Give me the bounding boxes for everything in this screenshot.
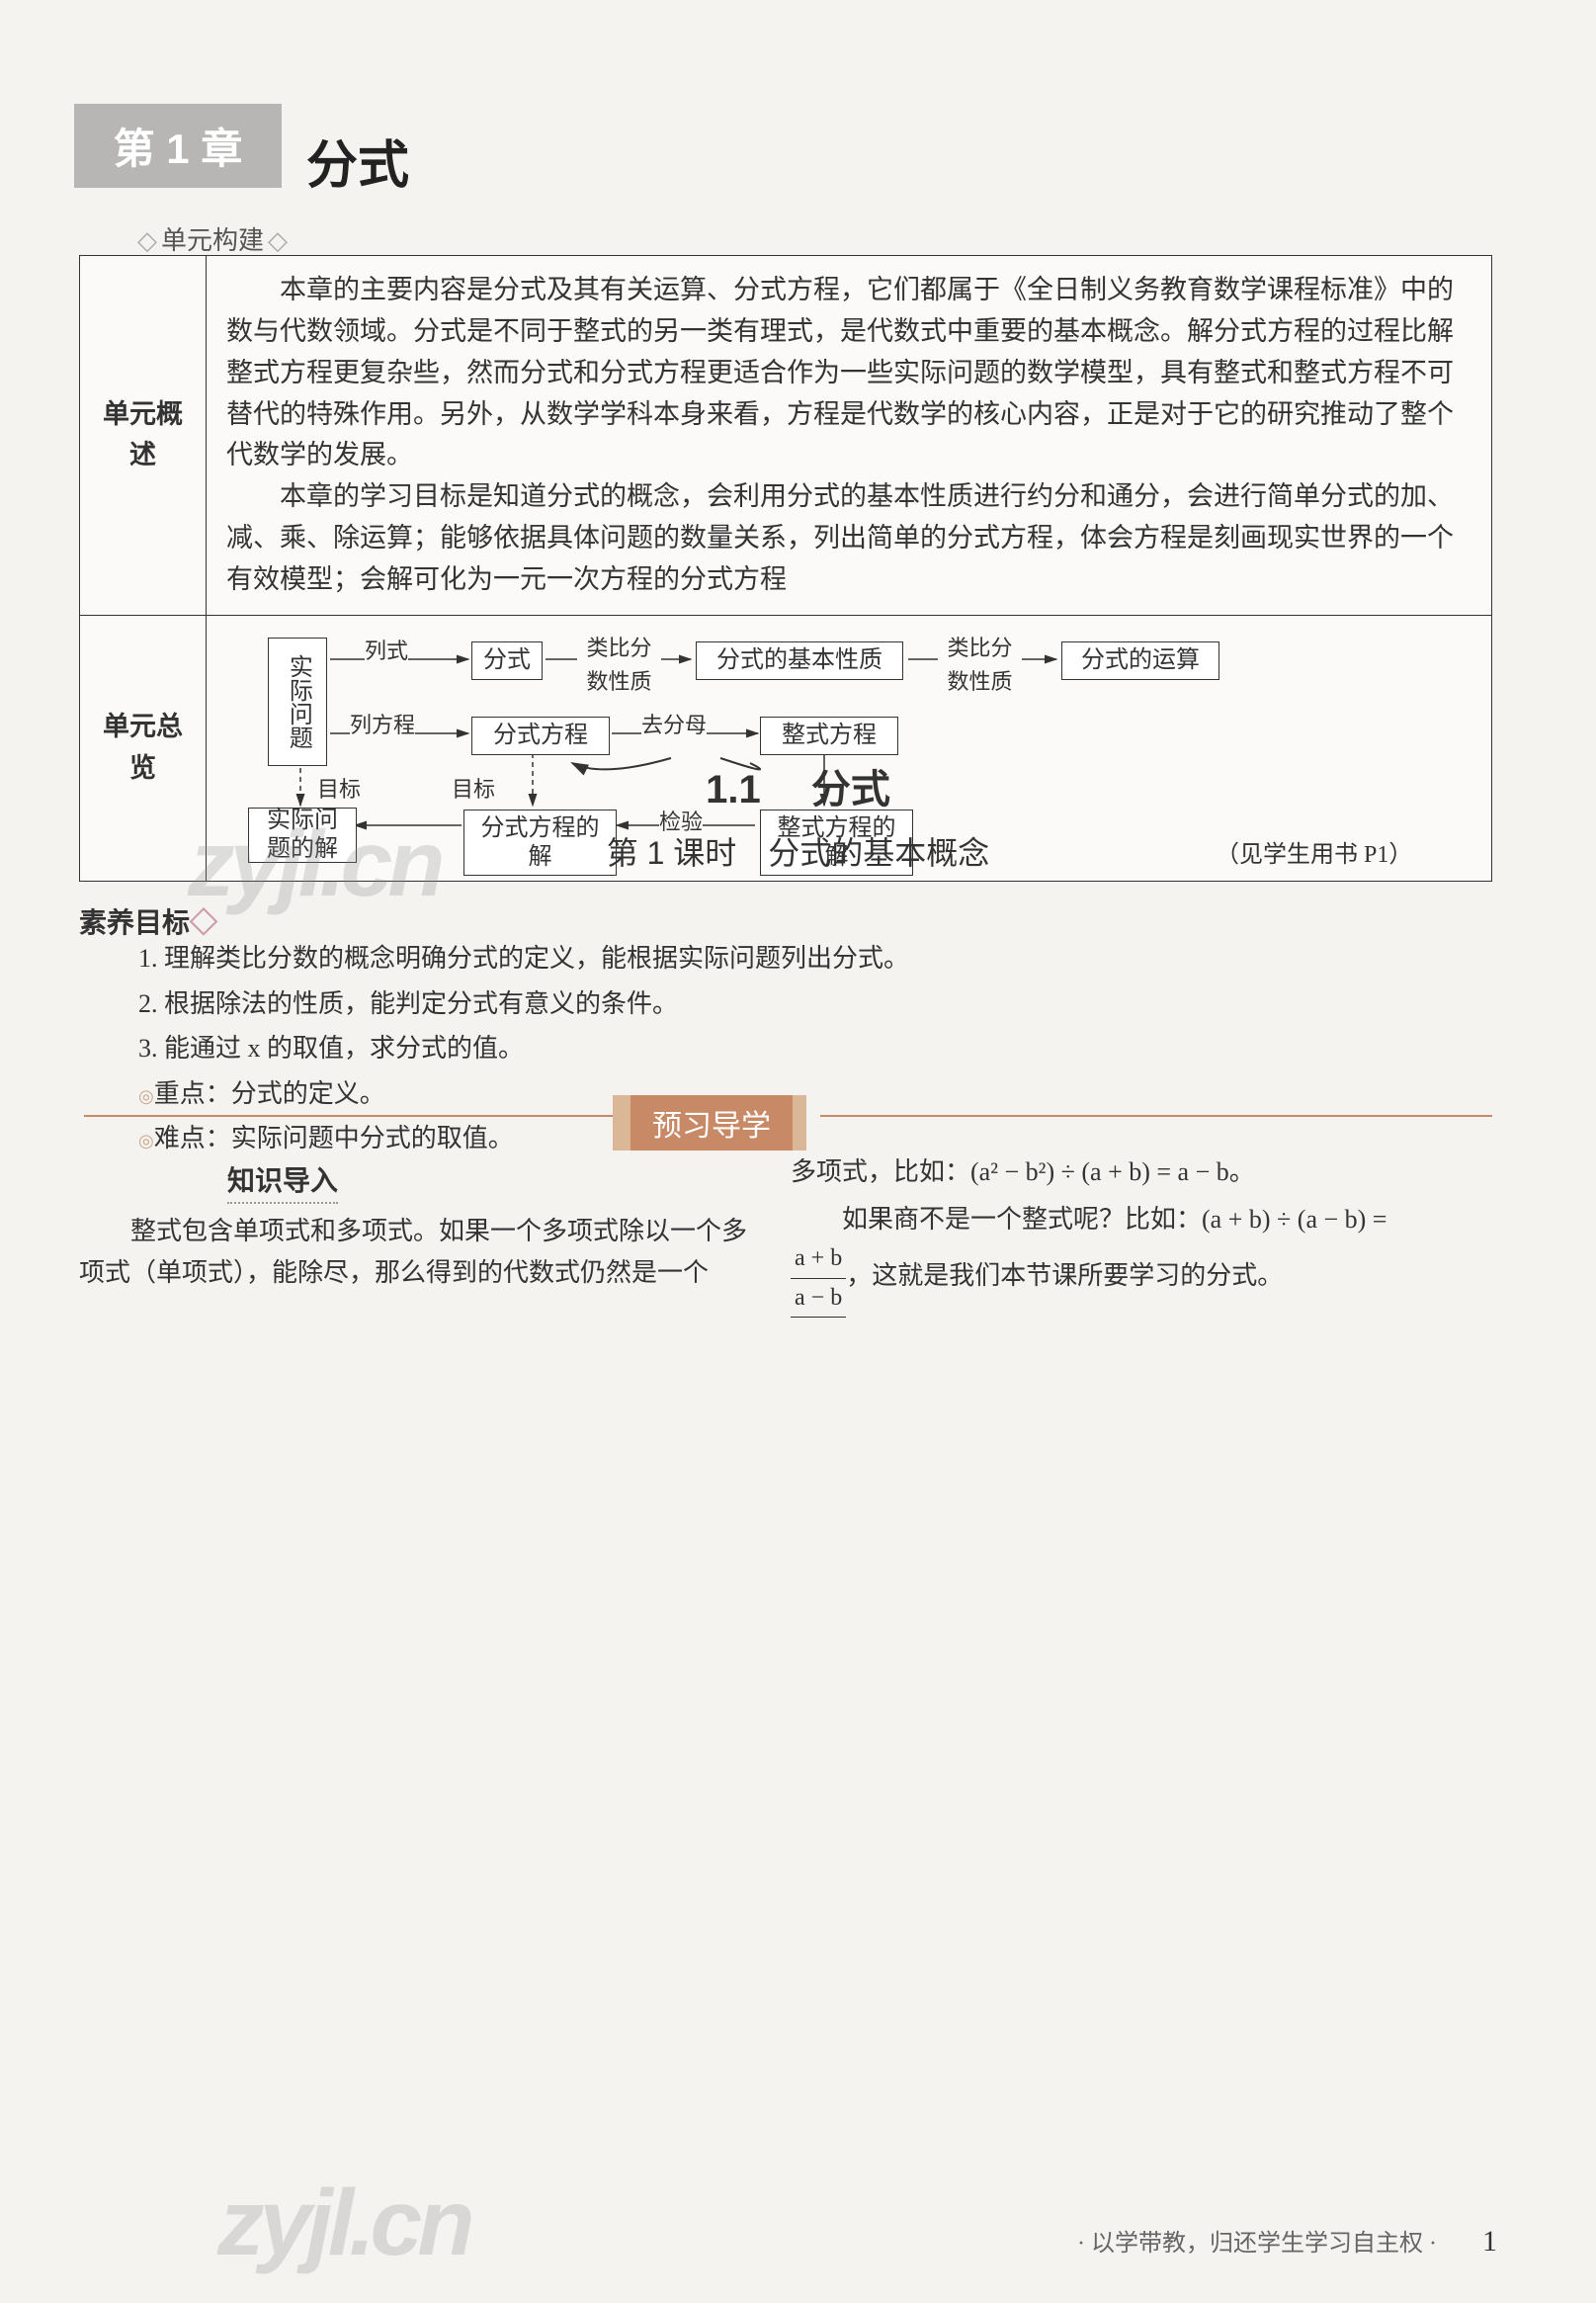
bullet-icon: ◎ (138, 1131, 154, 1151)
unit-build-label: 单元构建 (133, 220, 292, 257)
ref-note: （见学生用书 P1） (1216, 834, 1412, 869)
watermark-2: zyjl.cn (217, 2170, 469, 2277)
chapter-title: 分式 (306, 124, 409, 198)
flow-lbl-removeden: 去分母 (641, 709, 707, 742)
watermark-1: zyjl.cn (188, 810, 440, 918)
knowledge-label: 知识导入 (227, 1159, 338, 1204)
flow-lbl-analog2: 类比分数性质 (938, 632, 1022, 699)
right-p1: 多项式，比如：(a² − b²) ÷ (a + b) = a − b。 (791, 1152, 1468, 1193)
overview-label: 单元概述 (80, 256, 207, 616)
flow-lbl-listeq: 列方程 (350, 709, 415, 742)
flow-practical: 实际问题 (268, 638, 327, 766)
chapter-badge: 第 1 章 (74, 104, 282, 188)
goal-1: 1. 理解类比分数的概念明确分式的定义，能根据实际问题列出分式。 (138, 936, 909, 981)
diff-label: 难点： (154, 1124, 231, 1152)
section-num: 1.1 (706, 768, 761, 811)
sweep-right (820, 1115, 1492, 1117)
flow-fraceq: 分式方程 (471, 717, 610, 755)
key-text: 分式的定义。 (231, 1079, 385, 1108)
right-p2b: ，这就是我们本节课所要学习的分式。 (846, 1261, 1283, 1290)
diff-text: 实际问题中分式的取值。 (231, 1124, 514, 1152)
goals-label: 素养目标◇ (79, 901, 217, 941)
footer: · 以学带教，归还学生学习自主权 · 1 (1077, 2223, 1497, 2259)
right-p2: 如果商不是一个整式呢？比如：(a + b) ÷ (a − b) = (791, 1199, 1468, 1240)
goals-deco: ◇ (190, 907, 217, 938)
goal-3: 3. 能通过 x 的取值，求分式的值。 (138, 1026, 909, 1071)
frac-num: a + b (791, 1239, 846, 1278)
flow-fraction: 分式 (471, 641, 543, 680)
footer-text: · 以学带教，归还学生学习自主权 · (1077, 2231, 1437, 2257)
body-left-text: 整式包含单项式和多项式。如果一个多项式除以一个多项式（单项式），能除尽，那么得到… (79, 1211, 756, 1293)
page-number: 1 (1482, 2225, 1497, 2259)
right-p2a: 如果商不是一个整式呢？比如：(a + b) ÷ (a − b) = (842, 1205, 1386, 1234)
flow-lbl-analog1: 类比分数性质 (577, 632, 661, 699)
right-p3: a + b a − b ，这就是我们本节课所要学习的分式。 (791, 1239, 1468, 1318)
flow-fracbasic: 分式的基本性质 (696, 641, 903, 680)
fraction: a + b a − b (791, 1239, 846, 1317)
overview-p2: 本章的学习目标是知道分式的概念，会利用分式的基本性质进行约分和通分，会进行简单分… (226, 476, 1471, 601)
section-name: 分式 (811, 768, 890, 811)
flow-fraccalc: 分式的运算 (1061, 641, 1219, 680)
key-label: 重点： (154, 1079, 231, 1108)
goal-2: 2. 根据除法的性质，能判定分式有意义的条件。 (138, 981, 909, 1027)
overview-p1: 本章的主要内容是分式及其有关运算、分式方程，它们都属于《全日制义务教育数学课程标… (226, 270, 1471, 476)
flow-inteq: 整式方程 (760, 717, 898, 755)
body-right: 多项式，比如：(a² − b²) ÷ (a + b) = a − b。 如果商不… (791, 1152, 1468, 1318)
bullet-icon: ◎ (138, 1086, 154, 1106)
sweep-left (84, 1115, 613, 1117)
frac-den: a − b (791, 1279, 846, 1317)
frac-answer: a + b a − b (791, 1239, 846, 1318)
section-title: 1.1 分式 (0, 757, 1596, 814)
goals-text: 素养目标 (79, 907, 190, 938)
overview-cell: 本章的主要内容是分式及其有关运算、分式方程，它们都属于《全日制义务教育数学课程标… (207, 256, 1492, 616)
prestudy-badge: 预习导学 (613, 1095, 806, 1151)
body-left: 整式包含单项式和多项式。如果一个多项式除以一个多项式（单项式），能除尽，那么得到… (79, 1211, 756, 1293)
flow-lbl-list: 列式 (365, 635, 408, 668)
